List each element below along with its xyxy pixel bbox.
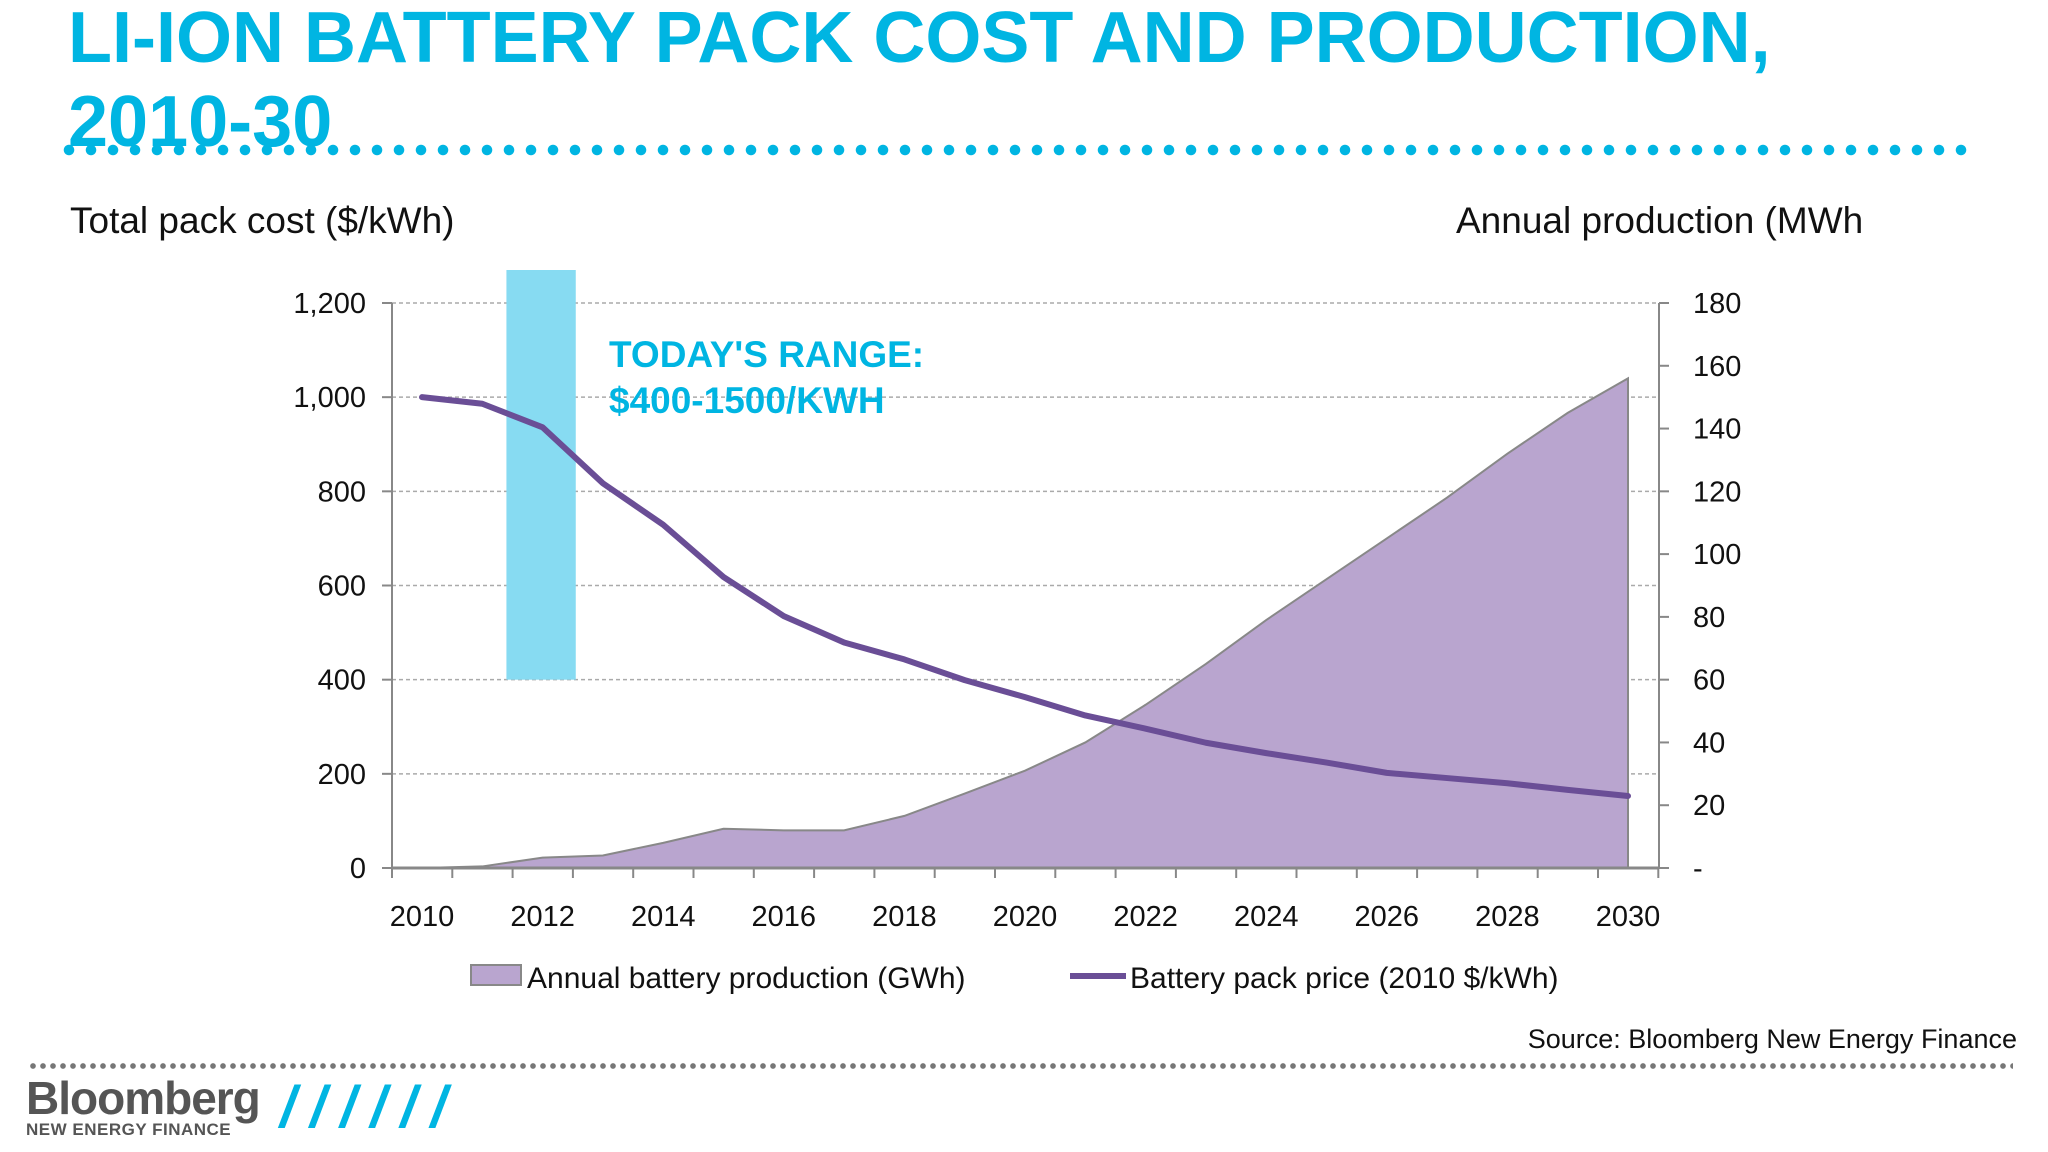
right-axis-title: Annual production (MWh bbox=[1456, 200, 1864, 241]
right-tick-label: 20 bbox=[1693, 790, 1725, 822]
source-note: Source: Bloomberg New Energy Finance bbox=[1527, 1024, 2017, 1054]
x-tick-label: 2020 bbox=[993, 901, 1058, 933]
x-tick-label: 2014 bbox=[631, 901, 696, 933]
todays-range-value: $400-1500/KWH bbox=[609, 380, 885, 421]
left-tick-label: 600 bbox=[318, 571, 366, 603]
left-axis-title: Total pack cost ($/kWh) bbox=[70, 200, 455, 241]
x-tick-label: 2012 bbox=[510, 901, 575, 933]
right-tick-label: 100 bbox=[1693, 539, 1741, 571]
left-tick-label: 1,000 bbox=[293, 382, 366, 414]
bloomberg-logo: Bloomberg NEW ENERGY FINANCE bbox=[26, 1072, 261, 1139]
right-tick-label: 160 bbox=[1693, 351, 1741, 383]
legend-area-swatch bbox=[470, 964, 522, 986]
x-tick-label: 2022 bbox=[1113, 901, 1178, 933]
x-tick-label: 2018 bbox=[872, 901, 937, 933]
left-tick-label: 1,200 bbox=[293, 288, 366, 320]
todays-range-band bbox=[506, 270, 576, 680]
x-tick-label: 2028 bbox=[1475, 901, 1540, 933]
todays-range-label: TODAY'S RANGE: bbox=[609, 334, 924, 375]
footer-divider bbox=[28, 1062, 2013, 1070]
right-tick-label: 140 bbox=[1693, 414, 1741, 446]
left-tick-label: 800 bbox=[318, 476, 366, 508]
right-tick-label: 60 bbox=[1693, 665, 1725, 697]
right-tick-label: 180 bbox=[1693, 288, 1741, 320]
left-tick-label: 0 bbox=[350, 853, 366, 885]
right-tick-label: 40 bbox=[1693, 727, 1725, 759]
price-line bbox=[419, 394, 1631, 799]
x-tick-label: 2026 bbox=[1355, 901, 1420, 933]
x-tick-label: 2024 bbox=[1234, 901, 1299, 933]
left-tick-label: 400 bbox=[318, 665, 366, 697]
title-divider bbox=[58, 143, 1968, 157]
page-title: LI-ION BATTERY PACK COST AND PRODUCTION,… bbox=[68, 0, 1771, 162]
legend-line-label: Battery pack price (2010 $/kWh) bbox=[1130, 962, 1559, 995]
logo-subtext: NEW ENERGY FINANCE bbox=[26, 1120, 232, 1139]
right-tick-label: 80 bbox=[1693, 602, 1725, 634]
legend-area-label: Annual battery production (GWh) bbox=[527, 962, 966, 995]
production-area bbox=[421, 376, 1629, 869]
logo-text: Bloomberg bbox=[26, 1072, 261, 1124]
right-tick-label: 120 bbox=[1693, 476, 1741, 508]
x-tick-label: 2030 bbox=[1596, 901, 1661, 933]
decorative-slashes: ////// bbox=[280, 1075, 461, 1140]
right-tick-label: - bbox=[1693, 853, 1703, 885]
left-tick-label: 200 bbox=[318, 759, 366, 791]
x-tick-label: 2016 bbox=[752, 901, 817, 933]
x-tick-label: 2010 bbox=[390, 901, 455, 933]
